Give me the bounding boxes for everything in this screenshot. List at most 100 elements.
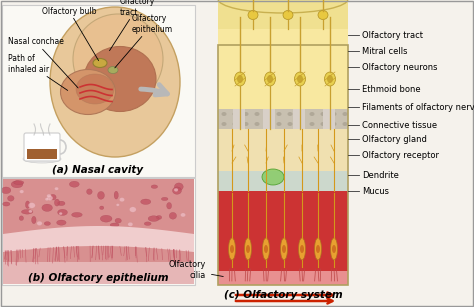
Ellipse shape xyxy=(315,238,321,260)
Ellipse shape xyxy=(264,245,268,253)
Ellipse shape xyxy=(264,72,275,86)
Ellipse shape xyxy=(115,218,121,223)
Ellipse shape xyxy=(44,222,51,225)
Ellipse shape xyxy=(55,199,60,206)
Ellipse shape xyxy=(55,187,58,190)
Bar xyxy=(27,149,57,159)
Ellipse shape xyxy=(299,122,303,126)
Ellipse shape xyxy=(50,7,180,157)
Bar xyxy=(218,271,348,285)
Ellipse shape xyxy=(73,14,163,104)
Ellipse shape xyxy=(93,59,107,68)
Ellipse shape xyxy=(343,112,347,116)
Ellipse shape xyxy=(141,199,151,204)
Ellipse shape xyxy=(1,187,11,194)
Ellipse shape xyxy=(19,190,24,193)
Text: Olfactory
epithelium: Olfactory epithelium xyxy=(115,14,173,68)
Ellipse shape xyxy=(58,209,67,216)
Ellipse shape xyxy=(263,238,270,260)
Bar xyxy=(218,129,348,171)
Ellipse shape xyxy=(19,216,24,220)
Ellipse shape xyxy=(255,122,259,126)
Ellipse shape xyxy=(169,212,176,219)
Ellipse shape xyxy=(316,245,320,253)
Ellipse shape xyxy=(318,10,328,20)
Ellipse shape xyxy=(129,207,136,212)
Text: Filaments of olfactory nerve: Filaments of olfactory nerve xyxy=(362,103,474,111)
Text: Olfactory
cilia: Olfactory cilia xyxy=(169,260,223,280)
Ellipse shape xyxy=(343,122,347,126)
Ellipse shape xyxy=(300,245,304,253)
Ellipse shape xyxy=(28,203,35,208)
Ellipse shape xyxy=(310,122,315,126)
Ellipse shape xyxy=(69,181,79,187)
Ellipse shape xyxy=(116,204,119,206)
Text: Olfactory gland: Olfactory gland xyxy=(362,134,427,143)
Ellipse shape xyxy=(244,112,248,116)
Ellipse shape xyxy=(173,187,182,194)
Ellipse shape xyxy=(244,122,248,126)
Ellipse shape xyxy=(11,181,23,188)
Bar xyxy=(3,262,194,284)
Ellipse shape xyxy=(151,185,158,188)
Ellipse shape xyxy=(297,75,303,83)
Text: Ethmoid bone: Ethmoid bone xyxy=(362,84,420,94)
Text: Mitral cells: Mitral cells xyxy=(362,46,408,56)
Ellipse shape xyxy=(100,215,112,222)
Ellipse shape xyxy=(87,189,92,194)
Ellipse shape xyxy=(174,188,178,192)
Ellipse shape xyxy=(47,196,53,200)
Ellipse shape xyxy=(50,194,56,200)
Ellipse shape xyxy=(276,122,282,126)
Ellipse shape xyxy=(228,238,236,260)
Ellipse shape xyxy=(299,238,306,260)
Ellipse shape xyxy=(237,75,243,83)
Text: Olfactory bulb: Olfactory bulb xyxy=(42,6,99,60)
Ellipse shape xyxy=(100,206,104,210)
Ellipse shape xyxy=(42,204,53,212)
Ellipse shape xyxy=(161,197,168,200)
Bar xyxy=(3,179,194,284)
Ellipse shape xyxy=(21,209,33,214)
FancyBboxPatch shape xyxy=(2,5,195,177)
Ellipse shape xyxy=(61,69,116,115)
Text: (c) Olfactory system: (c) Olfactory system xyxy=(224,290,342,300)
Ellipse shape xyxy=(230,245,234,253)
Ellipse shape xyxy=(288,122,292,126)
Text: Olfactory receptor: Olfactory receptor xyxy=(362,150,439,160)
Ellipse shape xyxy=(29,210,32,213)
Ellipse shape xyxy=(148,216,159,221)
Ellipse shape xyxy=(262,169,284,185)
Ellipse shape xyxy=(45,198,49,201)
Ellipse shape xyxy=(276,112,282,116)
Ellipse shape xyxy=(325,72,336,86)
Ellipse shape xyxy=(320,122,326,126)
Ellipse shape xyxy=(294,72,306,86)
Text: (b) Olfactory epithelium: (b) Olfactory epithelium xyxy=(28,273,168,283)
Ellipse shape xyxy=(221,112,227,116)
Ellipse shape xyxy=(84,46,156,111)
Bar xyxy=(293,109,305,129)
Ellipse shape xyxy=(331,122,337,126)
Ellipse shape xyxy=(246,245,250,253)
Ellipse shape xyxy=(332,245,336,253)
Text: Connective tissue: Connective tissue xyxy=(362,121,437,130)
Text: Olfactory neurons: Olfactory neurons xyxy=(362,63,438,72)
Bar xyxy=(233,109,245,129)
Ellipse shape xyxy=(221,122,227,126)
Text: Path of
inhaled air: Path of inhaled air xyxy=(8,54,68,91)
Ellipse shape xyxy=(144,222,151,225)
Ellipse shape xyxy=(3,202,10,206)
FancyBboxPatch shape xyxy=(24,133,60,161)
Ellipse shape xyxy=(32,216,36,223)
Ellipse shape xyxy=(128,222,133,226)
Ellipse shape xyxy=(281,238,288,260)
Ellipse shape xyxy=(248,10,258,20)
Ellipse shape xyxy=(327,75,333,83)
Ellipse shape xyxy=(47,194,51,198)
Ellipse shape xyxy=(174,183,183,191)
Ellipse shape xyxy=(233,122,237,126)
Ellipse shape xyxy=(8,196,14,201)
Ellipse shape xyxy=(37,221,42,226)
Ellipse shape xyxy=(255,112,259,116)
